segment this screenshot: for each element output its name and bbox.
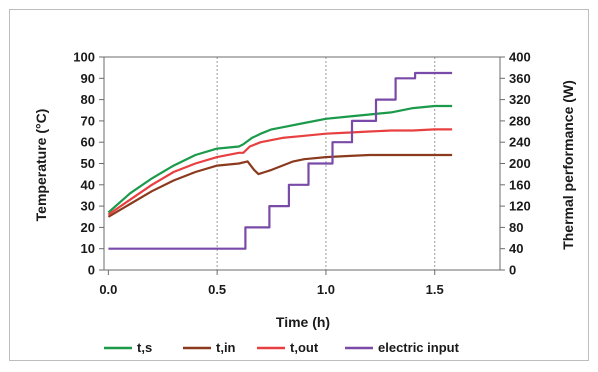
series-line-t-out	[107, 128, 453, 216]
legend-label-t-s: t,s	[137, 340, 152, 355]
y-axis-title-left: Temperature (°C)	[33, 109, 49, 222]
y-tick-label-right: 80	[509, 220, 523, 235]
x-tick-label: 1.0	[317, 282, 335, 297]
series-layer	[107, 71, 453, 250]
legend: t,s t,in t,out electric input	[104, 340, 460, 355]
y-tick-label-left: 0	[88, 263, 95, 278]
y-tick-label-left: 60	[81, 135, 95, 150]
x-tick-label: 0.0	[99, 282, 117, 297]
legend-label-t-out: t,out	[290, 340, 319, 355]
y-tick-label-left: 30	[81, 199, 95, 214]
y-tick-label-right: 0	[509, 263, 516, 278]
y-tick-label-right: 120	[509, 199, 531, 214]
y-tick-label-right: 200	[509, 156, 531, 171]
series-line-electric-input	[108, 71, 453, 250]
y-tick-label-right: 40	[509, 241, 523, 256]
y-tick-label-left: 50	[81, 156, 95, 171]
x-tick-label: 1.5	[426, 282, 444, 297]
series-line-t-s	[107, 104, 453, 214]
y-tick-label-left: 20	[81, 220, 95, 235]
y-tick-label-right: 280	[509, 113, 531, 128]
y-tick-label-left: 10	[81, 241, 95, 256]
y-tick-label-left: 80	[81, 92, 95, 107]
x-axis-title: Time (h)	[276, 314, 330, 330]
y-tick-label-right: 240	[509, 135, 531, 150]
x-tick-label: 0.5	[208, 282, 226, 297]
axes-layer: 0 10 20 30 40 50 60 70 80 90 100 0 40 80 120 160 200 240 2…	[73, 50, 530, 298]
y-tick-label-right: 400	[509, 50, 531, 65]
series-line-t-in	[107, 153, 453, 218]
y-tick-label-left: 40	[81, 177, 95, 192]
y-tick-label-right: 320	[509, 92, 531, 107]
legend-label-electric-input: electric input	[378, 340, 460, 355]
y-tick-label-right: 360	[509, 71, 531, 86]
y-tick-label-right: 160	[509, 177, 531, 192]
y-axis-title-right: Thermal performance (W)	[560, 80, 576, 250]
y-tick-label-left: 90	[81, 71, 95, 86]
legend-label-t-in: t,in	[216, 340, 236, 355]
grid-layer	[216, 57, 436, 270]
y-tick-label-left: 70	[81, 113, 95, 128]
y-tick-label-left: 100	[73, 50, 95, 65]
